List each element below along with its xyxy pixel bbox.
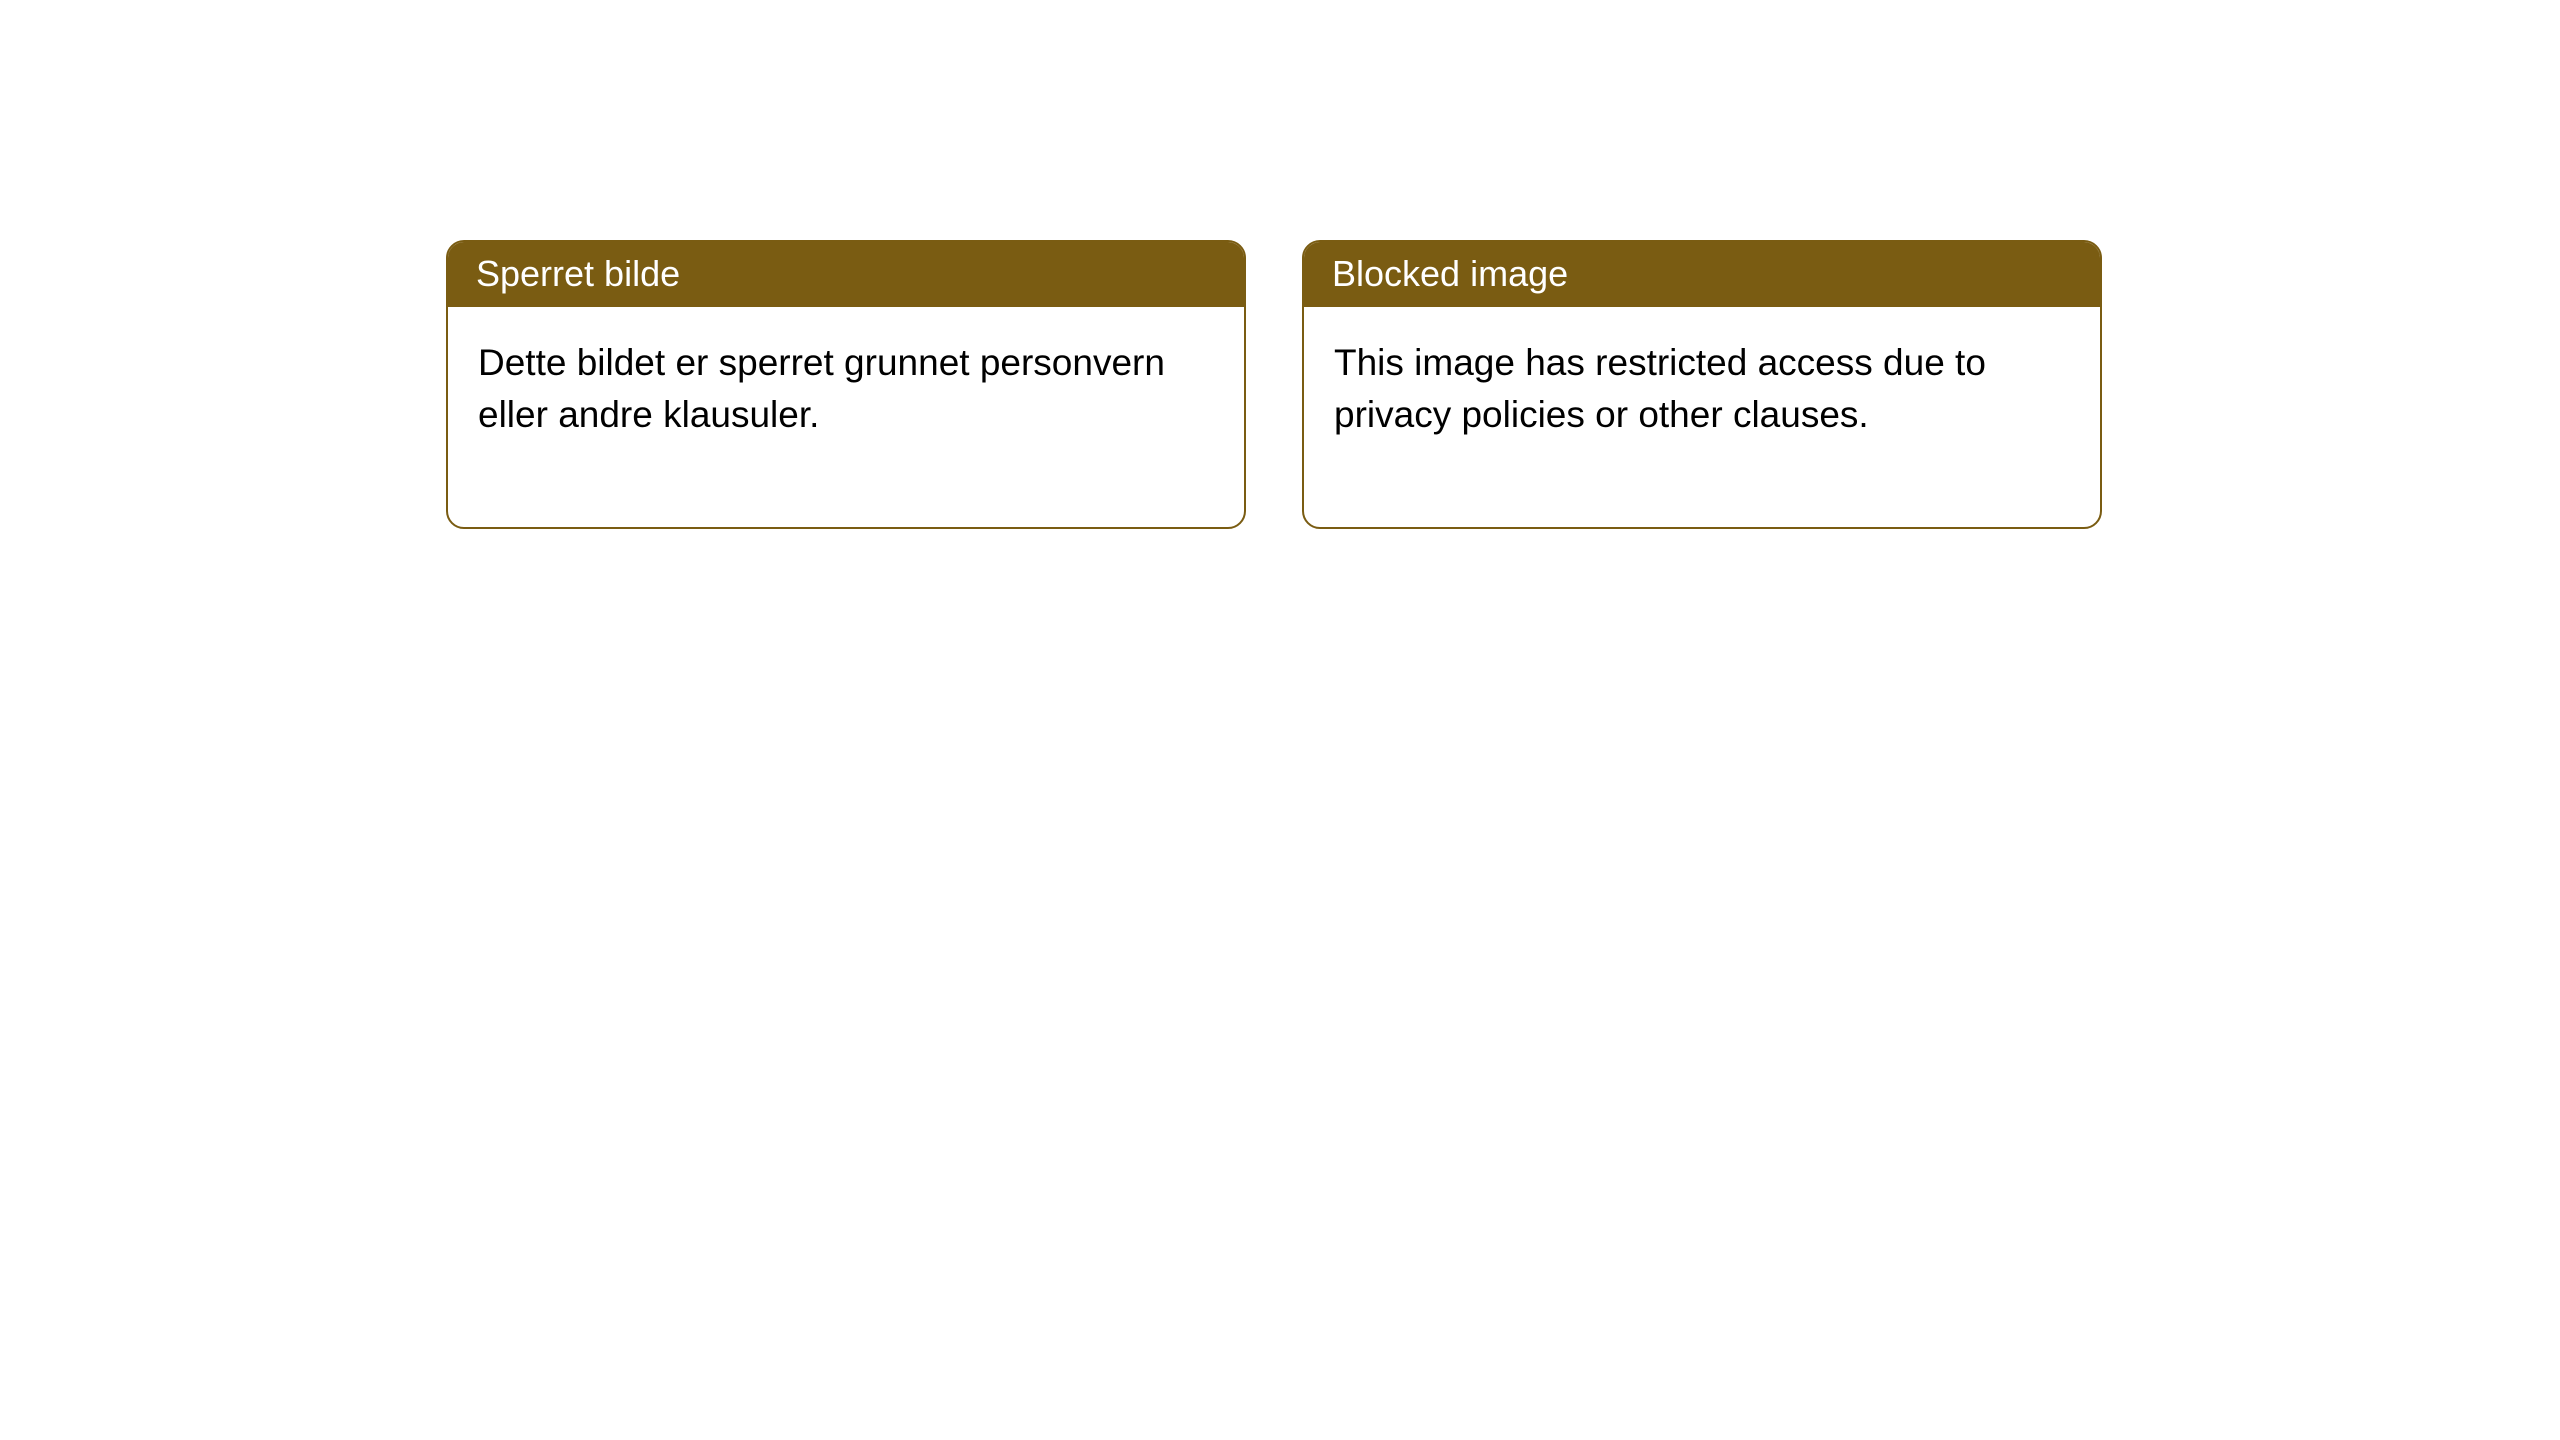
notice-container: Sperret bilde Dette bildet er sperret gr…	[446, 240, 2102, 529]
notice-card-english: Blocked image This image has restricted …	[1302, 240, 2102, 529]
notice-card-norwegian: Sperret bilde Dette bildet er sperret gr…	[446, 240, 1246, 529]
notice-title: Blocked image	[1304, 242, 2100, 307]
notice-body: This image has restricted access due to …	[1304, 307, 2100, 527]
notice-title: Sperret bilde	[448, 242, 1244, 307]
notice-body: Dette bildet er sperret grunnet personve…	[448, 307, 1244, 527]
